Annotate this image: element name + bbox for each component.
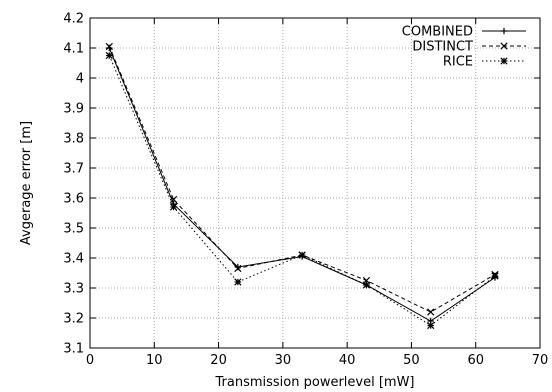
legend-label-rice: RICE	[443, 55, 473, 70]
data-point-rice	[491, 272, 499, 280]
data-point-distinct	[427, 308, 435, 316]
data-point-distinct	[105, 42, 113, 51]
y-tick-label: 4.2	[63, 12, 84, 27]
y-axis-label: Avgerage error [m]	[19, 121, 34, 245]
series-line-rice	[108, 55, 496, 327]
data-point-rice	[169, 203, 178, 211]
data-point-rice	[427, 321, 435, 330]
y-tick-label: 3.8	[63, 132, 84, 147]
x-tick-label: 60	[467, 353, 484, 368]
legend-label-combined: COMBINED	[402, 25, 473, 40]
x-tick-label: 10	[146, 353, 163, 368]
legend-marker-distinct	[500, 42, 508, 50]
data-point-rice	[105, 51, 113, 60]
series-group	[105, 42, 499, 330]
legend-label-distinct: DISTINCT	[412, 40, 473, 55]
axis-ticks	[89, 17, 541, 349]
x-tick-label: 30	[275, 353, 292, 368]
data-point-rice	[298, 251, 306, 259]
data-point-rice	[234, 278, 242, 286]
y-tick-label: 3.9	[63, 102, 84, 117]
y-tick-label: 3.1	[63, 342, 84, 357]
data-point-distinct	[169, 195, 178, 204]
y-tick-label: 3.3	[63, 282, 84, 297]
legend-marker-rice	[500, 57, 508, 65]
x-tick-label: 0	[86, 353, 94, 368]
x-tick-label: 40	[339, 353, 356, 368]
y-tick-label: 3.4	[63, 252, 84, 267]
y-tick-label: 4.1	[63, 42, 84, 57]
y-tick-label: 4	[76, 72, 84, 87]
y-tick-label: 3.5	[63, 222, 84, 237]
y-tick-label: 3.7	[63, 162, 84, 177]
data-point-distinct	[234, 264, 242, 273]
x-axis-label: Transmission powerlevel [mW]	[215, 375, 415, 390]
grid-lines	[90, 18, 540, 348]
series-line-distinct	[108, 46, 496, 313]
x-tick-label: 50	[403, 353, 420, 368]
y-tick-label: 3.2	[63, 312, 84, 327]
data-point-rice	[362, 281, 371, 289]
legend-marker-combined	[500, 27, 508, 35]
x-tick-label: 70	[532, 353, 549, 368]
tick-labels: 0 10 20 30 40 50 60 70 3.1 3.2 3.3 3.4 3.5 3.6 3.7 3.8 3…	[63, 12, 548, 369]
y-tick-label: 3.6	[63, 192, 84, 207]
plot-frame	[89, 17, 541, 349]
x-tick-label: 20	[210, 353, 227, 368]
